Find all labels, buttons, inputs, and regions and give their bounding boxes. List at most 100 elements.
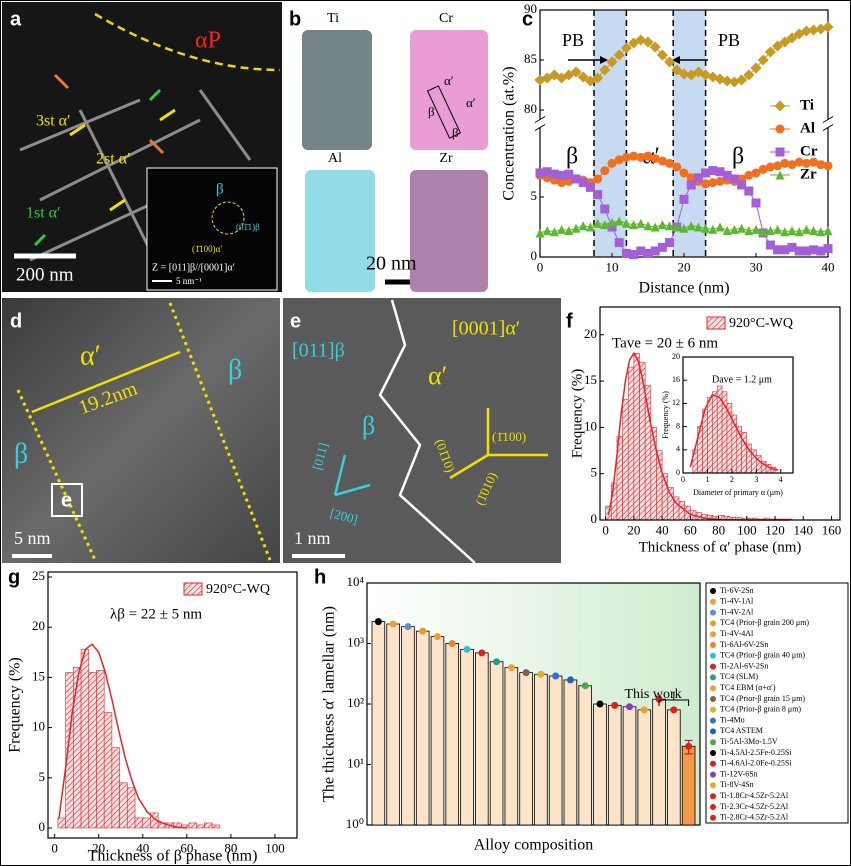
- marker: [744, 170, 754, 180]
- marker: [823, 226, 833, 236]
- marker: [809, 157, 819, 167]
- direction-arrows: [333, 454, 371, 497]
- marker: [722, 170, 732, 180]
- panel-label: h: [314, 566, 326, 588]
- marker: [678, 68, 690, 80]
- panel-e: e [0001]α′ [011]β α′ β (01̄10) (1̄100) (…: [283, 298, 561, 564]
- bar-marker: [522, 669, 530, 677]
- marker: [607, 222, 617, 232]
- y-tick-label: 25: [32, 568, 45, 583]
- bar-marker: [463, 645, 471, 653]
- histogram-bar: [196, 824, 205, 829]
- x-axis-label: Thickness of α′ phase (nm): [639, 539, 802, 555]
- marker: [679, 223, 689, 233]
- histogram-bar: [610, 482, 618, 521]
- x-tick-label: 4: [779, 475, 783, 484]
- fit-curve: [607, 351, 790, 521]
- y-tick-label: 90: [524, 1, 537, 16]
- zone-label: [011]β: [292, 340, 345, 362]
- atom-map: [410, 170, 488, 292]
- legend-marker: [710, 674, 716, 681]
- annotation: Tave = 20 ± 6 nm: [612, 335, 718, 351]
- y-axis-label: Frequency (%): [661, 391, 670, 439]
- y-tick-label: 0: [531, 248, 538, 263]
- inset-label: β: [216, 181, 224, 197]
- region-label: β: [566, 144, 578, 170]
- histogram-bar: [103, 712, 113, 829]
- marker: [801, 158, 811, 168]
- legend-label: TC4 (SLM): [720, 672, 758, 681]
- scale-label: 200 nm: [16, 264, 74, 285]
- marker: [564, 169, 574, 179]
- bar: [475, 652, 489, 826]
- bar: [681, 745, 696, 826]
- histogram-bar: [627, 366, 635, 521]
- marker: [779, 36, 791, 48]
- marker: [729, 174, 739, 184]
- y-axis-label: Frequency (%): [7, 657, 24, 753]
- marker: [816, 160, 826, 170]
- histogram-bar: [88, 672, 97, 829]
- marker: [643, 221, 653, 231]
- x-tick-label: 40: [822, 260, 835, 275]
- legend-label: Ti-4V-1Al: [720, 597, 754, 606]
- bar-marker: [611, 701, 619, 709]
- marker: [773, 245, 783, 255]
- marker: [751, 168, 761, 178]
- bar-marker: [389, 620, 397, 628]
- marker: [679, 168, 689, 178]
- marker: [636, 218, 646, 228]
- histogram-bar: [622, 399, 629, 521]
- marker: [758, 164, 768, 174]
- marker: [757, 54, 769, 66]
- legend-marker: [710, 782, 716, 789]
- bar-marker: [655, 695, 663, 703]
- legend-marker: [710, 620, 716, 627]
- marker: [800, 25, 812, 37]
- plot-frame: [47, 571, 298, 839]
- marker: [535, 228, 545, 238]
- interface: [16, 389, 97, 561]
- phase-label: α′: [80, 340, 101, 371]
- y-tick-label: 20: [32, 618, 45, 633]
- marker: [780, 227, 790, 237]
- bar: [386, 623, 400, 826]
- bar: [652, 698, 666, 826]
- bar: [563, 679, 578, 826]
- legend-marker: [710, 652, 716, 659]
- histogram-bar: [211, 824, 221, 829]
- marker: [600, 204, 610, 214]
- x-axis-label: Diameter of primary α (μm): [693, 488, 783, 497]
- legend-label: 920°C-WQ: [206, 582, 270, 597]
- marker: [593, 218, 603, 228]
- bar-marker: [537, 670, 545, 678]
- marker: [650, 246, 660, 256]
- x-axis-label: Distance (nm): [638, 280, 729, 297]
- legend-marker: [710, 750, 716, 756]
- histogram-bar: [707, 397, 713, 474]
- y-tick-label: 8: [676, 421, 680, 430]
- marker: [600, 220, 610, 230]
- marker: [801, 224, 811, 234]
- legend-label: TC4 (Prior-β grain 15 μm): [720, 694, 805, 703]
- bar: [430, 636, 445, 826]
- arrow-head: [600, 56, 608, 64]
- y-tick-label: 5: [591, 465, 598, 480]
- marker: [822, 21, 834, 33]
- phase-label: α′: [466, 95, 476, 110]
- marker: [643, 248, 653, 258]
- bar-marker: [404, 623, 412, 631]
- annotation: Dave = 1.2 μm: [712, 374, 772, 385]
- y-tick-label: 10³: [347, 634, 364, 649]
- x-tick-label: 0: [602, 523, 609, 538]
- histogram-bar: [80, 648, 90, 829]
- lamella-label: 3st α′: [36, 113, 71, 130]
- atom-map: [305, 170, 375, 292]
- legend-label: TC4 EBM (α+α′): [720, 683, 776, 692]
- zoom-label: e: [61, 489, 72, 511]
- marker: [809, 245, 819, 255]
- marker: [775, 170, 785, 180]
- panel-a: a αP 3st α′ 2st α′ 1st α′ β (01̄1)β (1̄1…: [2, 2, 282, 292]
- marker: [786, 32, 798, 44]
- zoom-box: [51, 483, 83, 517]
